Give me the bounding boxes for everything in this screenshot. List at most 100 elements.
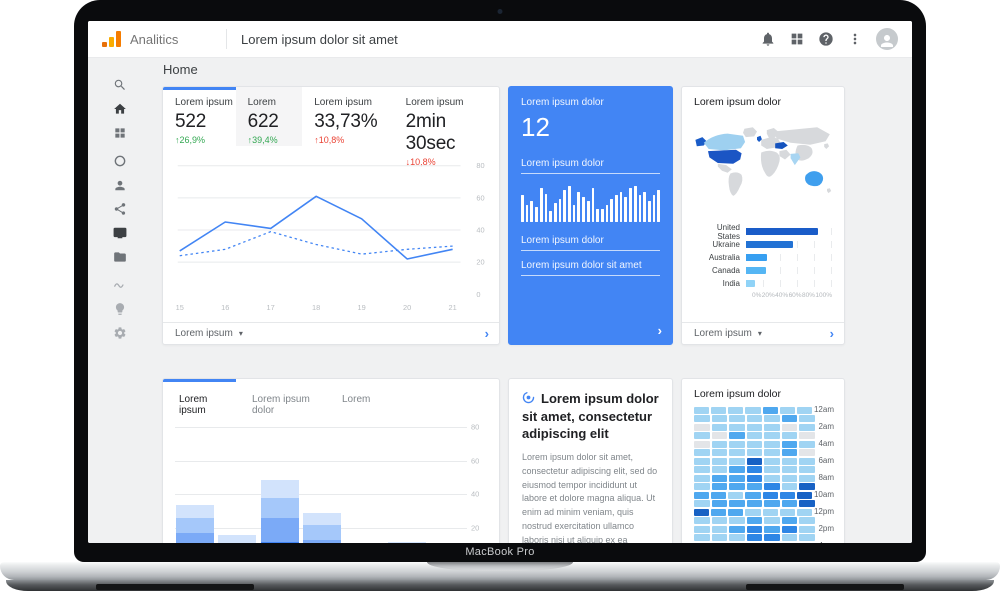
stacked-tab-2[interactable]: Lorem ipsum dolor <box>252 394 310 416</box>
scorecard-delta: ↑26,9% <box>175 135 206 145</box>
y-axis-label: 20 <box>471 523 480 533</box>
apps-grid-icon[interactable] <box>789 31 805 47</box>
scorecard-tab-2[interactable]: Lorem 622 ↑39,4% <box>235 87 303 146</box>
heatmap-chart: 12am 2am 4am 6am 8am 10am 12pm 2pm 4pm <box>694 406 834 543</box>
stacked-tab-1[interactable]: Lorem ipsum <box>163 379 236 416</box>
help-icon[interactable] <box>818 31 834 47</box>
sidebar-item-home-icon[interactable] <box>111 99 130 118</box>
realtime-bar <box>615 195 618 222</box>
intelligence-icon <box>522 391 535 404</box>
geo-next-chevron-icon[interactable]: › <box>829 326 834 341</box>
notifications-icon[interactable] <box>760 31 776 47</box>
scorecard-tab-4[interactable]: Lorem ipsum 2min 30sec ↓10,8% <box>394 87 499 167</box>
app-bar: Analitics Lorem ipsum dolor sit amet <box>88 21 912 58</box>
gridline <box>175 427 467 429</box>
geo-dropdown[interactable]: Lorem ipsum ▾ <box>694 328 762 339</box>
heatmap-cell <box>781 483 797 491</box>
scorecard-tab-3[interactable]: Lorem ipsum 33,73% ↑10,8% <box>302 87 393 146</box>
heatmap-cell <box>729 500 745 508</box>
stacked-bar-6 <box>387 541 426 543</box>
divider <box>521 250 660 251</box>
geo-row-united-states: United States <box>694 223 832 241</box>
realtime-bar <box>596 208 599 222</box>
heatmap-row <box>694 415 834 424</box>
heatmap-cell <box>764 423 780 431</box>
sidebar-item-reports-icon[interactable] <box>111 123 130 142</box>
scorecard-tab-1[interactable]: Lorem ipsum 522 ↑26,9% <box>163 87 236 146</box>
stacked-bar-segment <box>302 513 341 526</box>
heatmap-cell <box>764 483 780 491</box>
heatmap-cell <box>694 457 710 465</box>
sidebar-item-audience-icon[interactable] <box>111 175 130 194</box>
scorecard-delta: ↑10,8% <box>314 135 345 145</box>
realtime-label-4: Lorem ipsum dolor sit amet <box>521 260 642 271</box>
heatmap-row: 12am <box>694 406 834 415</box>
heatmap-cell <box>728 508 744 516</box>
heatmap-time-label: 12am <box>813 405 834 415</box>
sidebar-item-display-icon[interactable] <box>111 223 130 242</box>
realtime-bar <box>553 203 557 222</box>
sidebar-item-trends-icon[interactable] <box>111 275 130 294</box>
heatmap-cell <box>781 466 797 474</box>
heatmap-cell <box>694 440 710 448</box>
heatmap-cell <box>694 415 710 423</box>
geo-axis-tick: 20% <box>761 292 775 299</box>
sidebar-item-attribution-icon[interactable] <box>111 199 130 218</box>
realtime-label-3: Lorem ipsum dolor <box>521 235 604 246</box>
sidebar-item-insights-icon[interactable] <box>111 299 130 318</box>
heatmap-time-label: 12pm <box>813 507 834 517</box>
heatmap-cell <box>694 423 710 431</box>
heatmap-cell <box>796 406 812 414</box>
sidebar-item-collections-icon[interactable] <box>111 247 130 266</box>
heatmap-card-title: Lorem ipsum dolor <box>694 388 781 400</box>
stacked-bar-segment <box>260 479 299 499</box>
heatmap-cell <box>781 423 797 431</box>
heatmap-time-label: 2pm <box>818 524 834 534</box>
heatmap-cell <box>711 500 727 508</box>
realtime-next-chevron-icon[interactable]: › <box>657 323 662 338</box>
realtime-bar <box>643 191 646 222</box>
heatmap-time-label: 10am <box>813 490 834 500</box>
stacked-bar-segment <box>176 533 214 543</box>
map-alaska <box>695 137 707 147</box>
heatmap-row: 2am <box>694 423 834 432</box>
heatmap-cell <box>694 406 710 414</box>
heatmap-row: 10am <box>694 491 834 500</box>
stacked-tab-3[interactable]: Lorem <box>342 394 371 405</box>
heatmap-row: 4am <box>694 440 834 449</box>
heatmap-cell <box>781 432 797 440</box>
analytics-brand[interactable]: Analitics <box>102 31 226 47</box>
heatmap-time-label: 8am <box>818 473 834 483</box>
geo-country-label: Canada <box>711 266 740 275</box>
realtime-label-2: Lorem ipsum dolor <box>521 158 604 169</box>
scorecard-value: 33,73% <box>314 111 378 132</box>
more-vert-icon[interactable] <box>847 31 863 47</box>
stacked-bar-segment <box>302 525 341 541</box>
svg-text:16: 16 <box>221 303 229 312</box>
dashboard-grid: Lorem ipsum 522 ↑26,9% Lorem 622 ↑39,4% Lorem … <box>162 86 912 543</box>
heatmap-cell <box>746 500 762 508</box>
card-realtime: Lorem ipsum dolor 12 Lorem ipsum dolor L… <box>508 86 673 345</box>
chevron-down-icon: ▾ <box>757 329 762 338</box>
svg-text:21: 21 <box>448 303 456 312</box>
realtime-bar <box>558 199 562 222</box>
geo-row-canada: Canada <box>694 264 832 277</box>
heatmap-cell <box>694 508 710 516</box>
overview-dropdown[interactable]: Lorem ipsum ▾ <box>175 328 243 339</box>
avatar[interactable] <box>876 28 898 50</box>
heatmap-cell <box>796 491 812 499</box>
heatmap-cell <box>694 500 710 508</box>
heatmap-cell <box>745 508 761 516</box>
card-geo: Lorem ipsum dolor <box>681 86 845 345</box>
realtime-bar <box>657 189 661 222</box>
geo-axis-labels: 0% 20% 40% 60% 80% 100% <box>752 292 832 299</box>
sidebar-item-realtime-icon[interactable] <box>111 151 130 170</box>
realtime-bar <box>568 185 571 222</box>
overview-next-chevron-icon[interactable]: › <box>484 326 489 341</box>
stacked-bar-chart: 80 60 40 20 <box>163 416 499 543</box>
sidebar <box>88 58 152 543</box>
heatmap-cell <box>799 440 815 448</box>
sidebar-item-search-icon[interactable] <box>111 75 130 94</box>
heatmap-cell <box>762 508 778 516</box>
sidebar-item-settings-icon[interactable] <box>111 323 130 342</box>
